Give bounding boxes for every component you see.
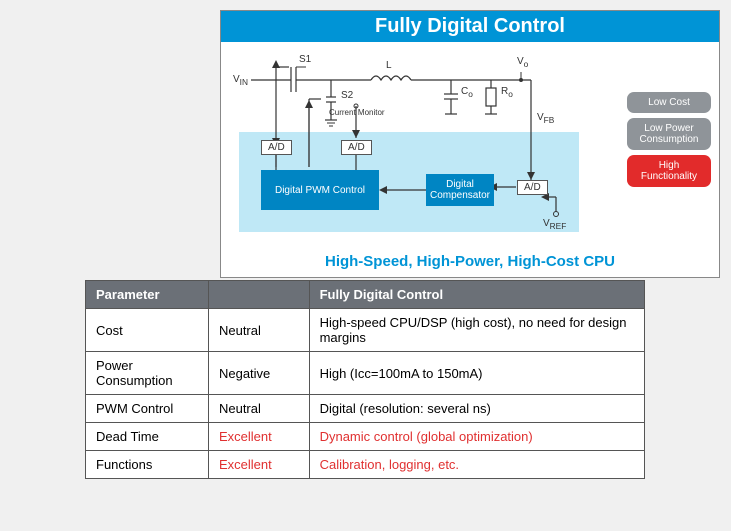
table-row: Dead TimeExcellentDynamic control (globa… [86,423,645,451]
pwm-control-block: Digital PWM Control [261,170,379,210]
label-s2: S2 [341,90,353,101]
cell-rating: Excellent [208,451,309,479]
label-vo: Vo [517,56,528,69]
feature-badges: Low Cost Low Power Consumption High Functi… [627,92,711,187]
table-row: FunctionsExcellentCalibration, logging, … [86,451,645,479]
panel-subtitle: High-Speed, High-Power, High-Cost CPU [221,248,719,276]
table-header-row: Parameter Fully Digital Control [86,281,645,309]
cell-detail: High-speed CPU/DSP (high cost), no need … [309,309,644,352]
cell-rating: Neutral [208,309,309,352]
table-row: CostNeutralHigh-speed CPU/DSP (high cost… [86,309,645,352]
feature-badge: Low Cost [627,92,711,113]
cell-param: Cost [86,309,209,352]
digital-control-panel: Fully Digital Control [220,10,720,278]
ad-box-2: A/D [341,140,372,155]
comparison-table: Parameter Fully Digital Control CostNeut… [85,280,645,479]
cell-detail: Digital (resolution: several ns) [309,395,644,423]
label-vfb: VFB [537,112,554,125]
feature-badge: Low Power Consumption [627,118,711,150]
cell-rating: Excellent [208,423,309,451]
th-parameter: Parameter [86,281,209,309]
cell-detail: Dynamic control (global optimization) [309,423,644,451]
label-co: Co [461,86,473,99]
label-s1: S1 [299,54,311,65]
panel-title: Fully Digital Control [221,11,719,42]
ad-box-3: A/D [517,180,548,195]
cell-rating: Neutral [208,395,309,423]
cell-param: Dead Time [86,423,209,451]
label-vin: VIN [233,74,248,87]
label-current-monitor: Current Monitor [329,108,385,117]
stage: Fully Digital Control [0,0,731,531]
compensator-block: Digital Compensator [426,174,494,206]
cell-detail: Calibration, logging, etc. [309,451,644,479]
label-ro: Ro [501,86,513,99]
cell-rating: Negative [208,352,309,395]
table-row: Power ConsumptionNegativeHigh (Icc=100mA… [86,352,645,395]
cell-param: PWM Control [86,395,209,423]
label-l: L [386,60,392,71]
schematic-diagram: VIN S1 S2 L Co Ro Vo VFB VREF Current Mo… [221,42,719,248]
ad-box-1: A/D [261,140,292,155]
feature-badge: High Functionality [627,155,711,187]
table-row: PWM ControlNeutralDigital (resolution: s… [86,395,645,423]
th-blank [208,281,309,309]
table-body: CostNeutralHigh-speed CPU/DSP (high cost… [86,309,645,479]
cell-detail: High (Icc=100mA to 150mA) [309,352,644,395]
th-detail: Fully Digital Control [309,281,644,309]
cell-param: Power Consumption [86,352,209,395]
label-vref: VREF [543,218,566,231]
cell-param: Functions [86,451,209,479]
